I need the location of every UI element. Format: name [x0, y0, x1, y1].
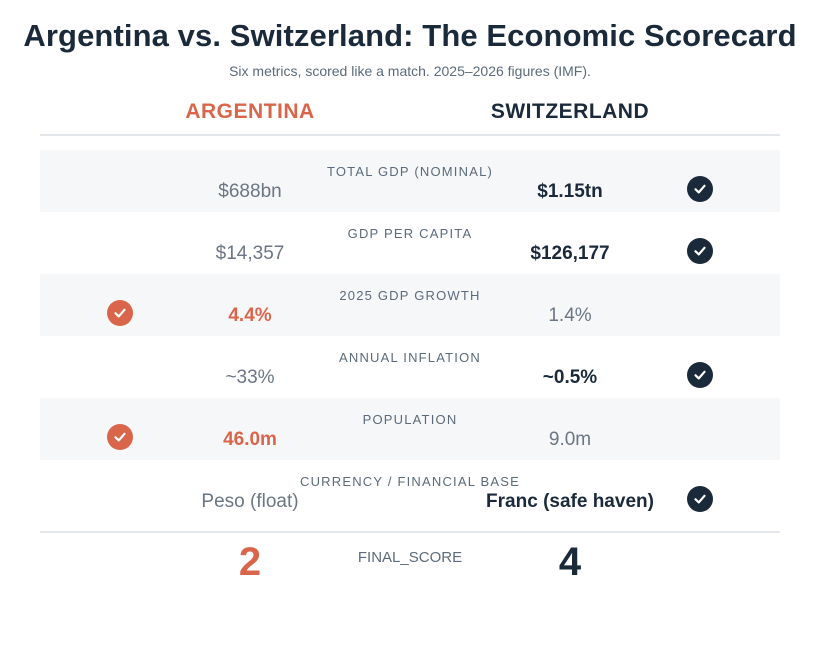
- final-score-switzerland: 4: [558, 540, 582, 584]
- argentina-value: ~33%: [225, 367, 275, 388]
- switzerland-value: $1.15tn: [537, 181, 603, 202]
- scorecard-rows: TOTAL GDP (NOMINAL) $688bn $1.15tn GDP PER …: [40, 150, 780, 522]
- metric-label: CURRENCY / FINANCIAL BASE: [300, 474, 520, 489]
- switzerland-win-check-icon: [687, 176, 713, 202]
- final-score-label: FINAL_SCORE: [357, 549, 463, 566]
- metric-label: POPULATION: [362, 412, 458, 427]
- scorecard-row: CURRENCY / FINANCIAL BASE Peso (float) Fra…: [40, 460, 780, 522]
- scorecard-row: 2025 GDP GROWTH 4.4% 1.4%: [40, 274, 780, 336]
- team-switzerland-heading: SWITZERLAND: [490, 100, 650, 123]
- scorecard-row: ANNUAL INFLATION ~33% ~0.5%: [40, 336, 780, 398]
- argentina-value: 46.0m: [223, 429, 277, 450]
- switzerland-value: 1.4%: [548, 305, 592, 326]
- page-subtitle: Six metrics, scored like a match. 2025–2…: [229, 63, 591, 79]
- scorecard-row: GDP PER CAPITA $14,357 $126,177: [40, 212, 780, 274]
- team-argentina-heading: ARGENTINA: [185, 100, 315, 123]
- metric-label: 2025 GDP GROWTH: [339, 288, 481, 303]
- switzerland-value: 9.0m: [548, 429, 592, 450]
- switzerland-win-check-icon: [687, 238, 713, 264]
- argentina-win-check-icon: [107, 300, 133, 326]
- metric-label: ANNUAL INFLATION: [339, 350, 481, 365]
- scorecard-row: TOTAL GDP (NOMINAL) $688bn $1.15tn: [40, 150, 780, 212]
- switzerland-value: ~0.5%: [542, 367, 598, 388]
- metric-label: GDP PER CAPITA: [347, 226, 473, 241]
- argentina-value: 4.4%: [228, 305, 272, 326]
- switzerland-win-check-icon: [687, 486, 713, 512]
- final-score-row: 2 FINAL_SCORE 4: [0, 540, 820, 590]
- argentina-value: $14,357: [215, 243, 285, 264]
- argentina-win-check-icon: [107, 424, 133, 450]
- switzerland-win-check-icon: [687, 362, 713, 388]
- switzerland-value: $126,177: [530, 243, 610, 264]
- metric-label: TOTAL GDP (NOMINAL): [326, 164, 494, 179]
- switzerland-value: Franc (safe haven): [486, 491, 654, 512]
- page-title: Argentina vs. Switzerland: The Economic …: [23, 18, 797, 53]
- final-score-argentina: 2: [238, 540, 262, 584]
- argentina-value: Peso (float): [201, 491, 299, 512]
- scorecard-row: POPULATION 46.0m 9.0m: [40, 398, 780, 460]
- header-divider: [40, 134, 780, 136]
- argentina-value: $688bn: [218, 181, 282, 202]
- final-divider: [40, 531, 780, 533]
